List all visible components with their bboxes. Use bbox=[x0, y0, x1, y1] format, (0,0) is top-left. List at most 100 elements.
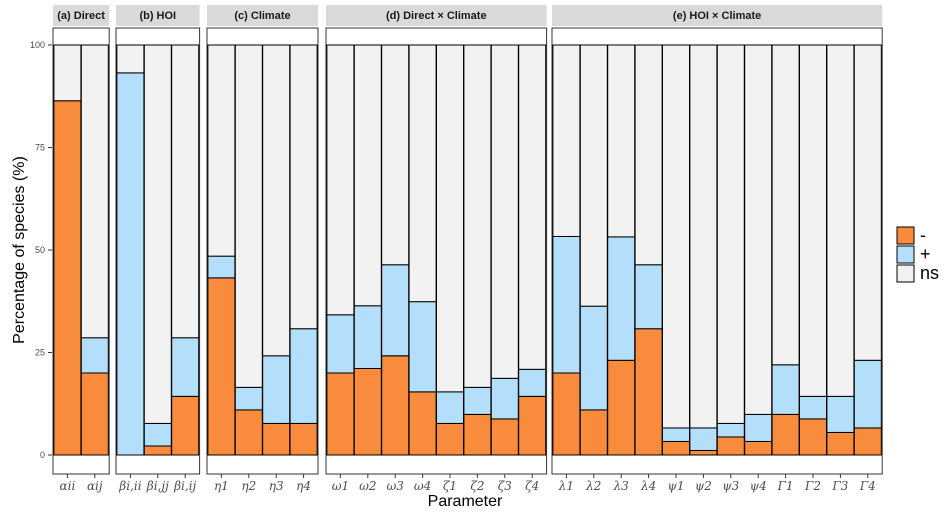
x-tick-label: ψ2 bbox=[695, 479, 712, 493]
x-tick-label: ω2 bbox=[359, 479, 376, 493]
bar-segment-negative bbox=[326, 372, 355, 456]
panel-title: (e) HOI × Climate bbox=[673, 10, 761, 22]
bar-segment-positive bbox=[662, 427, 690, 442]
legend-label: ns bbox=[920, 263, 939, 283]
bar-segment-positive bbox=[353, 305, 382, 369]
panel: (c) Climate η1 η2 η3 η4 bbox=[206, 5, 319, 493]
bar-segment-positive bbox=[262, 355, 291, 424]
bar-segment-negative bbox=[634, 328, 663, 456]
bar-segment-negative bbox=[353, 367, 382, 456]
x-tick-label: ζ4 bbox=[525, 479, 539, 493]
bar-segment-negative bbox=[518, 395, 547, 456]
x-tick-label: ω4 bbox=[414, 479, 431, 493]
x-tick-label: Γ2 bbox=[804, 479, 821, 493]
x-tick-label: λ2 bbox=[585, 479, 601, 493]
bar-segment-negative bbox=[53, 100, 82, 456]
x-tick-label: η3 bbox=[269, 479, 284, 493]
bar-segment-negative bbox=[262, 422, 291, 456]
panel-strip bbox=[116, 5, 200, 26]
panel-title: (d) Direct × Climate bbox=[386, 10, 487, 22]
bar-segment-negative bbox=[853, 427, 882, 456]
y-tick-label: 50 bbox=[35, 245, 45, 255]
bar-segment-positive bbox=[80, 337, 109, 374]
x-tick-label: ω1 bbox=[332, 479, 349, 493]
x-tick-label: ψ1 bbox=[667, 479, 684, 493]
bar-segment-negative bbox=[716, 436, 745, 456]
bar-segment-positive bbox=[171, 337, 200, 397]
y-axis-title: Percentage of species (%) bbox=[11, 156, 28, 344]
x-tick-label: αii bbox=[60, 479, 76, 493]
x-axis-title: Parameter bbox=[428, 493, 503, 510]
bar-segment-ns bbox=[490, 44, 519, 379]
bar-segment-ns bbox=[326, 44, 355, 316]
bar-segment-positive bbox=[408, 301, 437, 393]
bar-segment-ns bbox=[853, 44, 882, 361]
panel-title: (c) Climate bbox=[234, 10, 290, 22]
bar-segment-positive bbox=[490, 377, 519, 420]
bar-segment-negative bbox=[579, 409, 608, 456]
x-tick-label: Γ3 bbox=[831, 479, 848, 493]
bar-segment-ns bbox=[353, 44, 382, 307]
bar-segment-ns bbox=[408, 44, 437, 303]
x-tick-label: ψ4 bbox=[750, 479, 767, 493]
legend-swatch bbox=[896, 264, 915, 283]
x-tick-label: βi,ij bbox=[173, 479, 196, 493]
bar-segment-positive bbox=[853, 359, 882, 429]
x-tick-label: Γ1 bbox=[777, 479, 794, 493]
x-tick-label: ζ3 bbox=[498, 479, 513, 493]
bar-segment-positive bbox=[771, 364, 800, 415]
panel-strip bbox=[207, 5, 318, 26]
x-tick-label: αij bbox=[87, 479, 103, 493]
bar-segment-negative bbox=[552, 372, 581, 456]
x-tick-label: η2 bbox=[241, 479, 256, 493]
bar-segment-negative bbox=[490, 418, 519, 456]
bar-segment-negative bbox=[771, 413, 800, 456]
bar-segment-negative bbox=[662, 440, 690, 456]
bar-segment-positive bbox=[716, 422, 745, 438]
bar-segment-ns bbox=[799, 44, 827, 397]
bar-segment-negative bbox=[607, 359, 636, 456]
x-tick-label: ζ2 bbox=[470, 479, 484, 493]
bar-segment-positive bbox=[116, 72, 145, 456]
bar-segment-ns bbox=[634, 44, 663, 266]
x-tick-label: λ1 bbox=[558, 479, 574, 493]
panel-strip bbox=[326, 5, 547, 26]
y-tick-label: 100 bbox=[30, 40, 45, 50]
bar-segment-ns bbox=[116, 44, 145, 74]
x-tick-label: ω3 bbox=[386, 479, 404, 493]
panel: (a) Direct αii αij bbox=[52, 5, 110, 493]
bar-segment-ns bbox=[207, 44, 236, 257]
bar-segment-ns bbox=[689, 44, 718, 429]
x-tick-label: βi,ii bbox=[118, 479, 141, 493]
bar-segment-negative bbox=[234, 409, 263, 456]
x-tick-label: ψ3 bbox=[722, 479, 739, 493]
panel: (d) Direct × Climate ω1 ω2 ω3 ω4 ζ1 ζ2 ζ3 ζ4 bbox=[325, 5, 548, 493]
bar-segment-positive bbox=[207, 255, 236, 279]
x-tick-label: λ3 bbox=[613, 479, 630, 493]
legend: -+ns bbox=[896, 225, 939, 283]
bar-segment-positive bbox=[579, 305, 608, 411]
bar-segment-positive bbox=[234, 386, 263, 411]
bar-segment-ns bbox=[826, 44, 855, 397]
bar-segment-ns bbox=[143, 44, 172, 424]
bar-segment-positive bbox=[634, 264, 663, 330]
bar-segment-negative bbox=[171, 395, 200, 456]
bar-segment-ns bbox=[662, 44, 690, 429]
bar-segment-positive bbox=[518, 368, 547, 397]
bar-segment-ns bbox=[234, 44, 263, 388]
bar-segment-negative bbox=[80, 372, 109, 456]
bar-segment-ns bbox=[518, 44, 547, 370]
x-tick-label: λ4 bbox=[640, 479, 656, 493]
bar-segment-ns bbox=[744, 44, 773, 415]
bar-segment-ns bbox=[289, 44, 318, 330]
bar-segment-negative bbox=[463, 413, 492, 456]
bar-segment-positive bbox=[143, 422, 172, 447]
bar-segment-ns bbox=[262, 44, 291, 357]
legend-swatch bbox=[896, 226, 915, 245]
bar-segment-ns bbox=[171, 44, 200, 339]
legend-swatch bbox=[896, 245, 915, 264]
bar-segment-negative bbox=[689, 449, 718, 456]
bar-segment-negative bbox=[289, 422, 318, 456]
bar-segment-negative bbox=[744, 440, 773, 456]
